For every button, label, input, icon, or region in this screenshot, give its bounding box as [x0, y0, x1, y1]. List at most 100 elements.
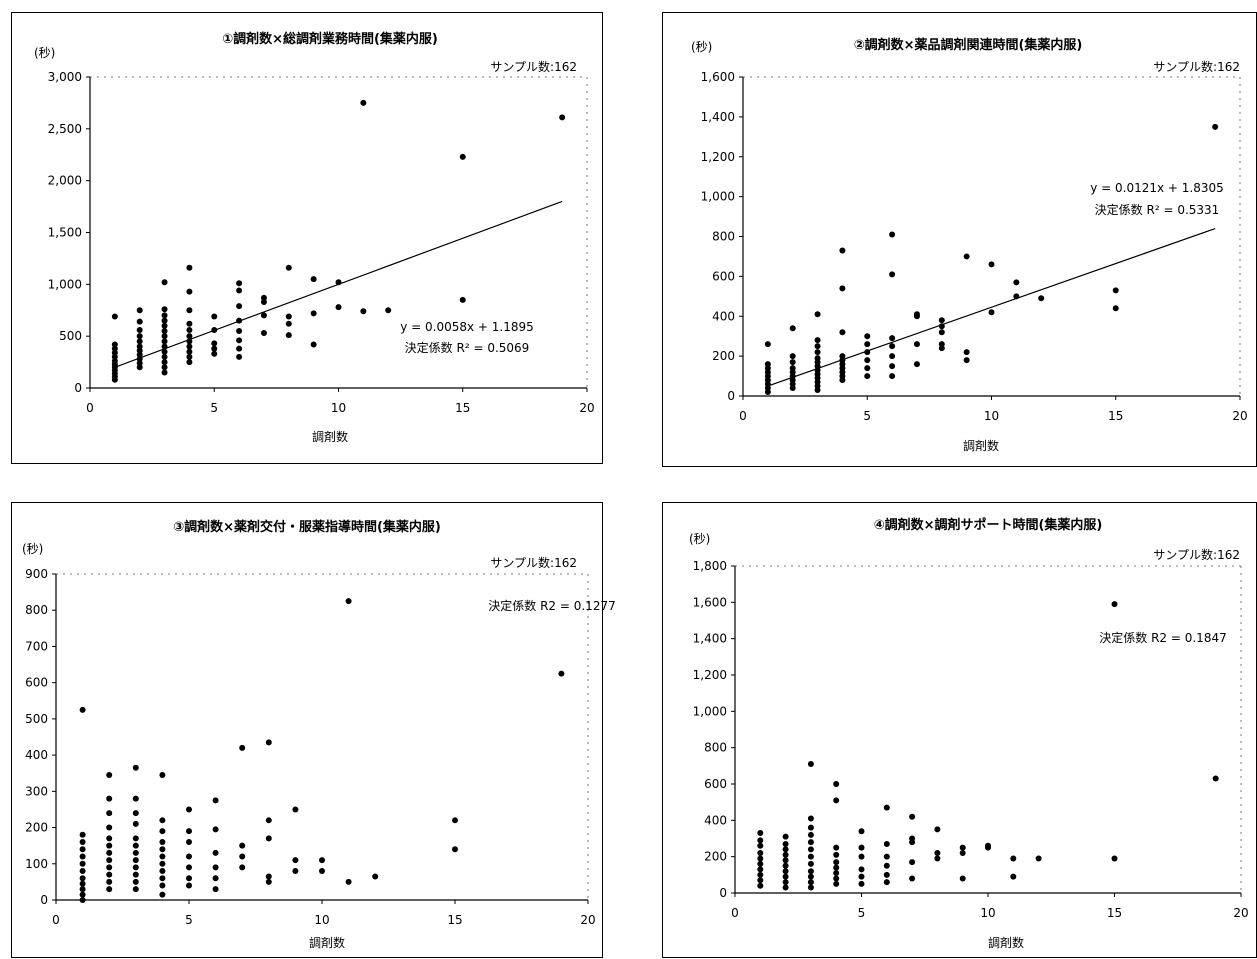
data-point [452, 817, 458, 824]
y-tick-label: 0 [74, 381, 82, 395]
data-point [934, 826, 941, 833]
data-point [452, 846, 458, 853]
data-point [807, 873, 814, 880]
data-point [161, 327, 168, 334]
data-point [186, 359, 193, 366]
data-point [864, 341, 871, 348]
data-point [764, 341, 771, 348]
x-tick-label: 10 [331, 401, 346, 415]
data-point [260, 298, 267, 305]
data-point [757, 830, 764, 837]
x-tick-label: 0 [52, 913, 60, 927]
data-point [186, 839, 192, 846]
data-point [757, 871, 764, 878]
y-tick-label: 0 [40, 893, 48, 907]
data-point [265, 739, 272, 746]
y-tick-label: 200 [704, 850, 727, 864]
y-tick-label: 1,500 [48, 226, 82, 240]
data-point [1212, 775, 1219, 782]
data-point [839, 247, 846, 254]
data-point [159, 891, 166, 898]
data-point [136, 364, 143, 371]
chart-panel-2: 0 200 400 600 800 1,000 1,200 1,400 1,600 0 5 10 15 2… [662, 12, 1257, 467]
data-point [1013, 279, 1020, 286]
y-tick-label: 2,000 [48, 174, 82, 188]
data-point [814, 355, 821, 362]
regression-equation: y = 0.0121x + 1.8305 [1090, 181, 1224, 195]
data-point [889, 353, 896, 360]
y-tick-label: 1,600 [693, 595, 727, 609]
y-tick-label: 800 [712, 230, 735, 244]
data-point [111, 353, 118, 360]
data-point [132, 857, 139, 864]
data-point [782, 840, 789, 847]
data-point [909, 835, 916, 842]
data-point [186, 326, 193, 333]
data-point [79, 831, 86, 838]
data-point [106, 842, 113, 849]
chart-svg-1: 0 500 1,000 1,500 2,000 2,500 3,000 0 5 10 15 20 ①調剤… [34, 31, 595, 444]
data-point [186, 264, 193, 271]
data-point [106, 849, 113, 856]
y-tick-label: 100 [25, 857, 48, 871]
data-point [807, 868, 814, 875]
x-tick-label: 5 [858, 906, 866, 920]
data-point [889, 373, 896, 380]
data-point [1111, 601, 1118, 608]
data-point [959, 844, 966, 851]
y-tick-label: 500 [59, 329, 82, 343]
data-point [814, 337, 821, 344]
data-point [159, 839, 166, 846]
data-point [1038, 295, 1045, 302]
data-point [782, 884, 789, 891]
data-point [889, 363, 896, 370]
y-tick-label: 800 [25, 603, 48, 617]
sample-count-label: サンプル数:162 [490, 555, 577, 570]
r-squared-label: 決定係数 R2 = 0.1277 [488, 598, 615, 613]
x-tick-label: 15 [455, 401, 470, 415]
x-tick-label: 0 [731, 906, 739, 920]
data-point [132, 820, 139, 827]
data-point [963, 253, 970, 260]
chart-title: ④調剤数×調剤サポート時間(集薬内服) [874, 517, 1103, 533]
data-point [858, 828, 865, 835]
data-point [913, 361, 920, 368]
data-point [988, 309, 995, 316]
y-tick-label: 1,000 [693, 704, 727, 718]
y-tick-label: 1,000 [48, 277, 82, 291]
data-point [1112, 305, 1119, 312]
data-point [782, 857, 789, 864]
data-point [211, 313, 218, 320]
data-point [161, 317, 168, 324]
sample-count-label: サンプル数:162 [490, 59, 577, 74]
data-point [111, 358, 118, 365]
data-point [839, 329, 846, 336]
data-point [159, 868, 166, 875]
x-tick-label: 10 [980, 906, 995, 920]
data-point [212, 875, 219, 882]
data-point [988, 261, 995, 268]
data-point [757, 855, 764, 862]
data-point [1212, 123, 1219, 130]
data-point [239, 853, 246, 860]
x-tick-label: 20 [580, 913, 595, 927]
data-point [938, 323, 945, 330]
data-point [186, 806, 192, 813]
y-tick-label: 400 [25, 748, 48, 762]
data-point [1010, 873, 1017, 880]
data-point [833, 864, 840, 871]
x-tick-label: 15 [447, 913, 462, 927]
data-point [79, 853, 86, 860]
data-point [310, 276, 317, 283]
data-point [132, 849, 139, 856]
data-point [807, 815, 814, 822]
data-point [310, 341, 317, 348]
data-point [807, 839, 814, 846]
chart-title: ①調剤数×総調剤業務時間(集薬内服) [222, 31, 438, 47]
data-point [132, 835, 139, 842]
data-point [889, 231, 896, 238]
data-point [757, 882, 764, 889]
x-tick-label: 0 [86, 401, 94, 415]
y-tick-label: 200 [25, 821, 48, 835]
data-point [79, 891, 86, 898]
